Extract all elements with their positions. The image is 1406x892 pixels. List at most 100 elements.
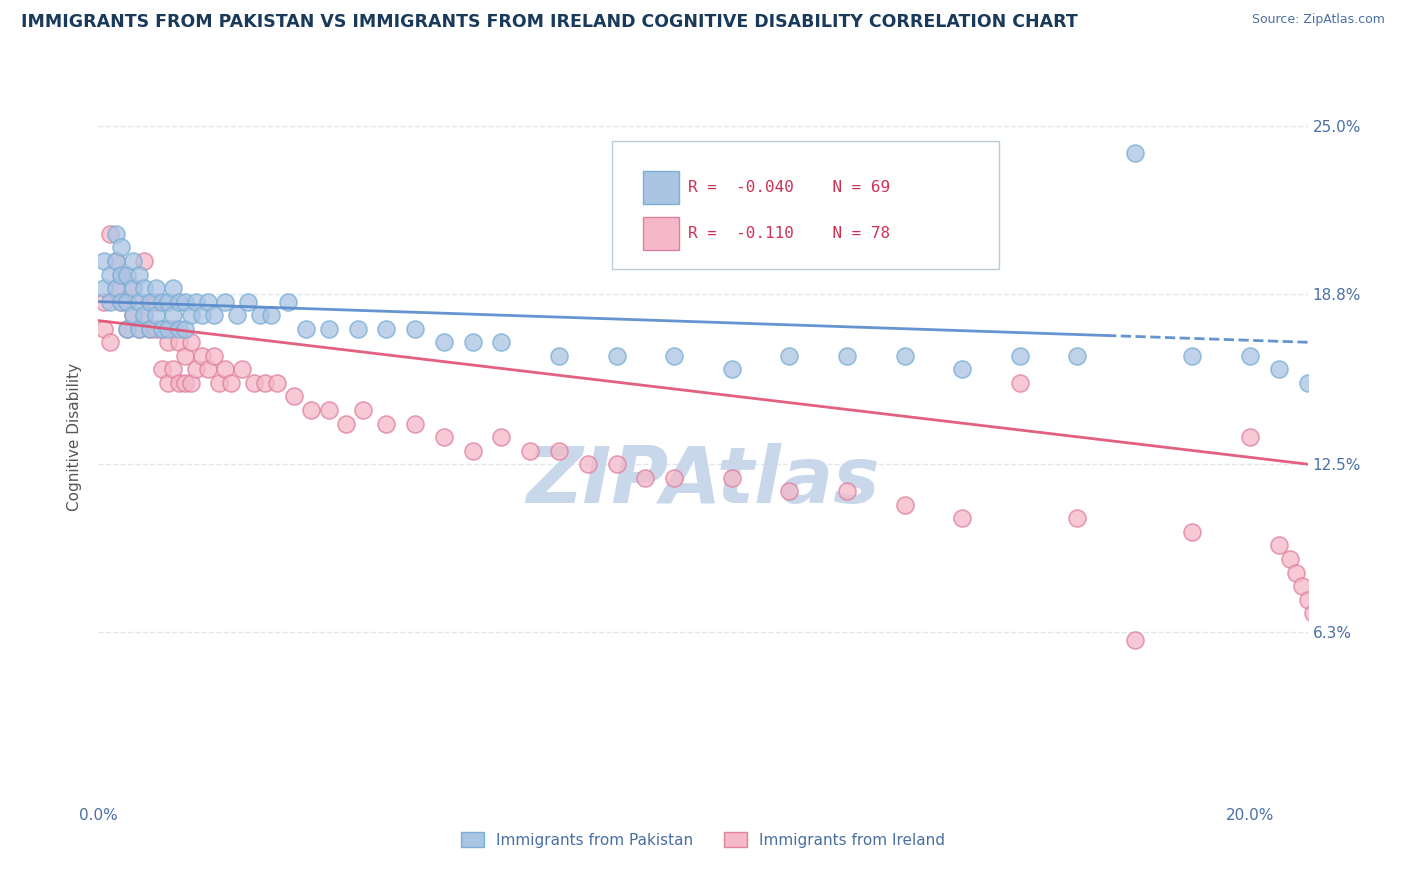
Point: [1123, 145, 1146, 160]
Point: [835, 349, 858, 363]
Point: [778, 484, 800, 499]
Point: [254, 376, 277, 390]
Point: [1291, 579, 1313, 593]
Point: [950, 362, 973, 376]
Point: [461, 335, 484, 350]
Point: [122, 308, 145, 322]
Point: [128, 268, 150, 282]
Point: [260, 308, 283, 322]
Point: [104, 281, 127, 295]
Point: [1268, 538, 1291, 552]
Point: [301, 403, 323, 417]
Point: [128, 322, 150, 336]
Text: ZIPAtlas: ZIPAtlas: [526, 443, 880, 519]
Legend: Immigrants from Pakistan, Immigrants from Ireland: Immigrants from Pakistan, Immigrants fro…: [456, 825, 950, 854]
Point: [208, 376, 231, 390]
Point: [93, 281, 115, 295]
Point: [173, 349, 195, 363]
Point: [180, 376, 202, 390]
Point: [145, 322, 167, 336]
Point: [1319, 647, 1341, 661]
Point: [162, 322, 184, 336]
Point: [191, 308, 214, 322]
Text: Source: ZipAtlas.com: Source: ZipAtlas.com: [1251, 13, 1385, 27]
Point: [231, 362, 253, 376]
Point: [1296, 592, 1319, 607]
Point: [1066, 349, 1088, 363]
Point: [173, 322, 195, 336]
Point: [346, 322, 368, 336]
Point: [219, 376, 242, 390]
Point: [519, 443, 541, 458]
Point: [167, 322, 190, 336]
Point: [167, 376, 190, 390]
Point: [145, 294, 167, 309]
Point: [104, 281, 127, 295]
Point: [1279, 552, 1302, 566]
Point: [243, 376, 266, 390]
Point: [893, 349, 915, 363]
Point: [139, 322, 162, 336]
Point: [491, 430, 513, 444]
Point: [1008, 349, 1031, 363]
Point: [634, 471, 657, 485]
Bar: [643, 217, 679, 250]
Point: [606, 349, 628, 363]
Point: [1285, 566, 1308, 580]
Point: [162, 362, 184, 376]
Point: [122, 281, 145, 295]
Point: [156, 294, 179, 309]
Point: [461, 443, 484, 458]
Point: [1008, 376, 1031, 390]
Point: [404, 322, 426, 336]
Point: [835, 484, 858, 499]
Point: [283, 389, 305, 403]
Point: [186, 294, 208, 309]
Point: [548, 349, 571, 363]
Point: [277, 294, 299, 309]
Point: [134, 281, 156, 295]
Point: [225, 308, 247, 322]
Point: [162, 308, 184, 322]
Point: [104, 254, 127, 268]
Point: [1302, 606, 1324, 620]
Point: [950, 511, 973, 525]
Point: [110, 268, 132, 282]
Point: [115, 294, 138, 309]
Point: [1308, 620, 1330, 634]
Point: [606, 457, 628, 471]
Point: [1181, 524, 1204, 539]
Point: [145, 308, 167, 322]
Point: [318, 322, 340, 336]
Point: [375, 417, 398, 431]
Point: [145, 281, 167, 295]
Point: [180, 308, 202, 322]
Text: R =  -0.110    N = 78: R = -0.110 N = 78: [689, 226, 890, 241]
Text: R =  -0.040    N = 69: R = -0.040 N = 69: [689, 180, 890, 195]
Point: [266, 376, 288, 390]
Point: [1239, 349, 1261, 363]
Point: [139, 294, 162, 309]
Point: [335, 417, 357, 431]
Point: [576, 457, 599, 471]
Point: [778, 349, 800, 363]
Point: [139, 294, 162, 309]
Point: [98, 335, 121, 350]
Point: [110, 268, 132, 282]
Point: [664, 471, 686, 485]
Point: [1181, 349, 1204, 363]
Point: [433, 335, 456, 350]
Point: [214, 294, 236, 309]
Point: [1313, 633, 1336, 648]
Point: [202, 308, 225, 322]
Point: [202, 349, 225, 363]
Point: [186, 362, 208, 376]
Point: [1239, 430, 1261, 444]
Bar: [643, 171, 679, 204]
Text: IMMIGRANTS FROM PAKISTAN VS IMMIGRANTS FROM IRELAND COGNITIVE DISABILITY CORRELA: IMMIGRANTS FROM PAKISTAN VS IMMIGRANTS F…: [21, 13, 1078, 31]
Point: [128, 294, 150, 309]
Point: [162, 281, 184, 295]
Point: [197, 362, 219, 376]
Point: [122, 308, 145, 322]
Point: [180, 335, 202, 350]
